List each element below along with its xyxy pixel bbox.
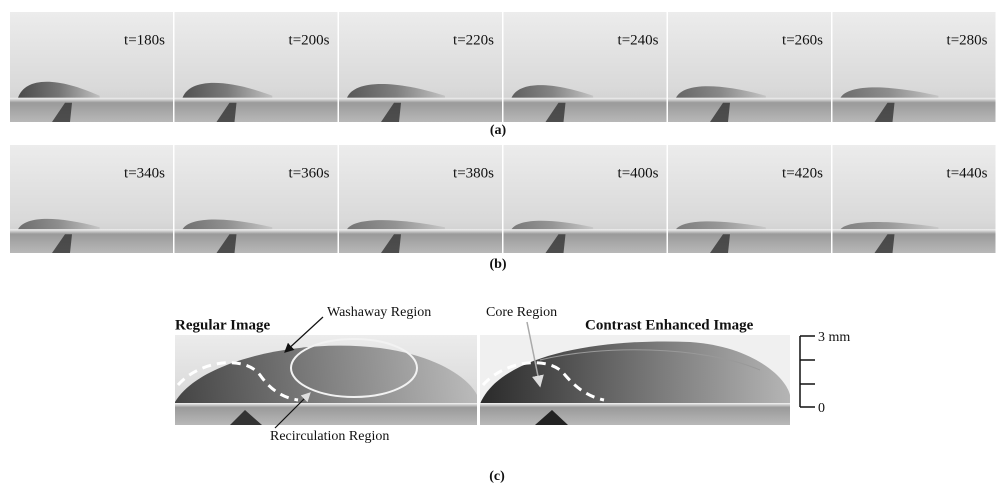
plate <box>833 229 996 253</box>
plate <box>339 229 502 253</box>
time-label: t=200s <box>289 32 330 48</box>
time-label: t=400s <box>618 165 659 181</box>
plate <box>339 98 502 122</box>
frame: t=400s <box>504 145 667 253</box>
frame: t=380s <box>339 145 502 253</box>
plate <box>504 98 667 122</box>
scale-bar <box>800 336 815 407</box>
time-label: t=440s <box>947 165 988 181</box>
time-label: t=240s <box>618 32 659 48</box>
figure: t=180s t=200s t=220s t=240s t=260s t=280s t=34… <box>0 0 997 487</box>
frame: t=180s <box>10 12 173 122</box>
regular-image <box>175 335 477 425</box>
frame: t=420s <box>668 145 831 253</box>
frame: t=360s <box>175 145 338 253</box>
scale-label: 3 mm <box>818 330 850 345</box>
panel-label: (c) <box>489 469 505 484</box>
plate <box>175 229 338 253</box>
plate <box>833 98 996 122</box>
annotation: Washaway Region <box>327 305 431 320</box>
time-label: t=220s <box>453 32 494 48</box>
time-label: t=340s <box>124 165 165 181</box>
annotation: Core Region <box>486 305 557 320</box>
frame: t=220s <box>339 12 502 122</box>
time-label: t=420s <box>782 165 823 181</box>
panel-label: (b) <box>489 257 506 272</box>
contrast-image <box>480 335 790 425</box>
annotation: Recirculation Region <box>270 429 389 444</box>
image-title: Regular Image <box>175 317 270 333</box>
page: {"panel_a": {"label": "(a)", "frames": [… <box>0 0 997 487</box>
plate <box>10 98 173 122</box>
image-title: Contrast Enhanced Image <box>585 317 754 333</box>
time-label: t=360s <box>289 165 330 181</box>
frame: t=340s <box>10 145 173 253</box>
frame: t=200s <box>175 12 338 122</box>
time-label: t=380s <box>453 165 494 181</box>
plate <box>504 229 667 253</box>
plate <box>175 98 338 122</box>
panel-label: (a) <box>490 123 507 138</box>
time-label: t=180s <box>124 32 165 48</box>
frame: t=260s <box>668 12 831 122</box>
frame: t=240s <box>504 12 667 122</box>
plate <box>10 229 173 253</box>
time-label: t=260s <box>782 32 823 48</box>
frame: t=280s <box>833 12 996 122</box>
plate <box>668 98 831 122</box>
time-label: t=280s <box>947 32 988 48</box>
scale-label: 0 <box>818 401 825 416</box>
frame: t=440s <box>833 145 996 253</box>
plate <box>668 229 831 253</box>
